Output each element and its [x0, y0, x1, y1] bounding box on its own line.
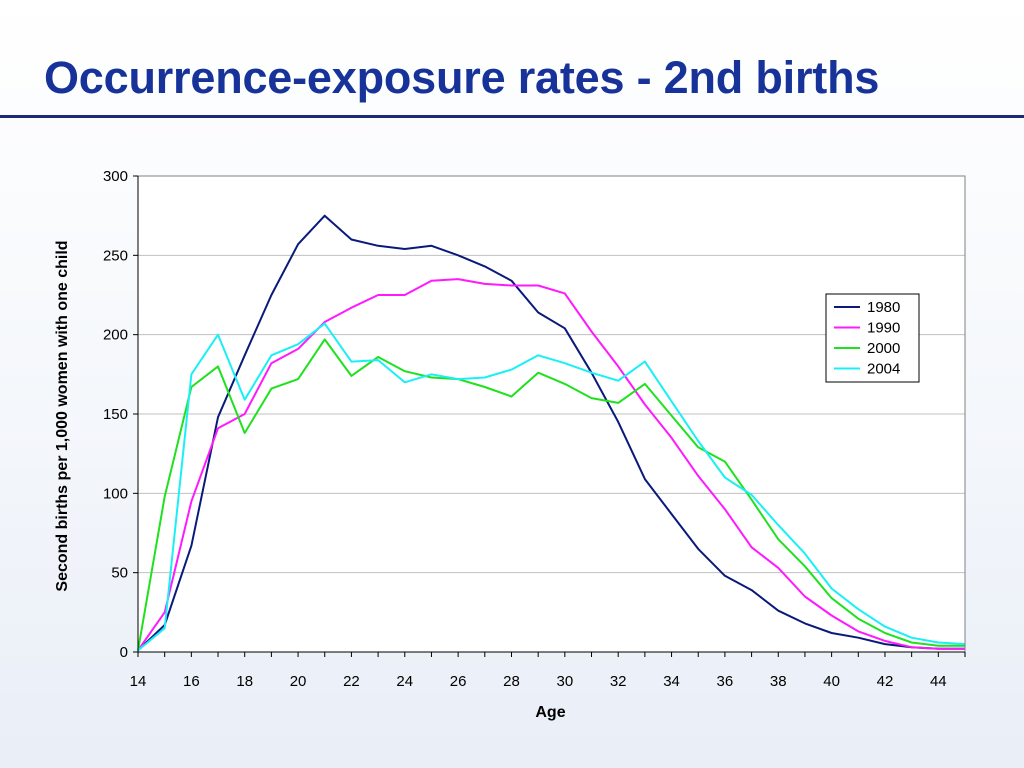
- y-tick-label-250: 250: [103, 247, 128, 264]
- x-tick-label-42: 42: [877, 673, 894, 690]
- x-tick-label-36: 36: [717, 673, 734, 690]
- y-tick-label-0: 0: [120, 644, 128, 661]
- x-tick-label-28: 28: [503, 673, 520, 690]
- x-tick-label-32: 32: [610, 673, 627, 690]
- x-tick-label-44: 44: [930, 673, 947, 690]
- y-tick-label-200: 200: [103, 327, 128, 344]
- legend-label-1980: 1980: [867, 299, 900, 316]
- x-tick-label-38: 38: [770, 673, 787, 690]
- series-lines: [137, 214, 966, 652]
- series-line-2000: [137, 338, 965, 651]
- series-line-1990: [137, 278, 965, 651]
- y-tick-label-100: 100: [103, 485, 128, 502]
- x-tick-label-22: 22: [343, 673, 360, 690]
- x-tick-label-18: 18: [236, 673, 253, 690]
- x-tick-label-20: 20: [290, 673, 307, 690]
- tick-labels: 0 50 100 150 200 250 300 14 16 18 20 22 24 26 28 30 32 34…: [103, 168, 947, 690]
- x-tick-label-40: 40: [823, 673, 840, 690]
- x-tick-label-16: 16: [183, 673, 200, 690]
- series-line-2004: [137, 322, 966, 652]
- axes: [133, 175, 966, 657]
- y-tick-label-300: 300: [103, 168, 128, 185]
- x-tick-label-30: 30: [556, 673, 573, 690]
- y-tick-label-150: 150: [103, 406, 128, 423]
- x-tick-label-26: 26: [450, 673, 467, 690]
- x-axis-title: Age: [535, 704, 565, 721]
- y-tick-label-50: 50: [111, 565, 128, 582]
- legend: 1980 1990 2000 2004: [825, 293, 920, 383]
- series-line-1980: [137, 214, 965, 652]
- x-tick-label-34: 34: [663, 673, 680, 690]
- slide-title: Occurrence-exposure rates - 2nd births: [44, 52, 880, 103]
- legend-label-1990: 1990: [867, 320, 900, 337]
- x-tick-label-24: 24: [396, 673, 413, 690]
- x-tick-label-14: 14: [130, 673, 147, 690]
- legend-box: [825, 293, 920, 383]
- legend-label-2000: 2000: [867, 340, 900, 357]
- y-axis-title: Second births per 1,000 women with one c…: [54, 240, 71, 591]
- title-underline: [0, 115, 1024, 118]
- legend-label-2004: 2004: [867, 361, 900, 378]
